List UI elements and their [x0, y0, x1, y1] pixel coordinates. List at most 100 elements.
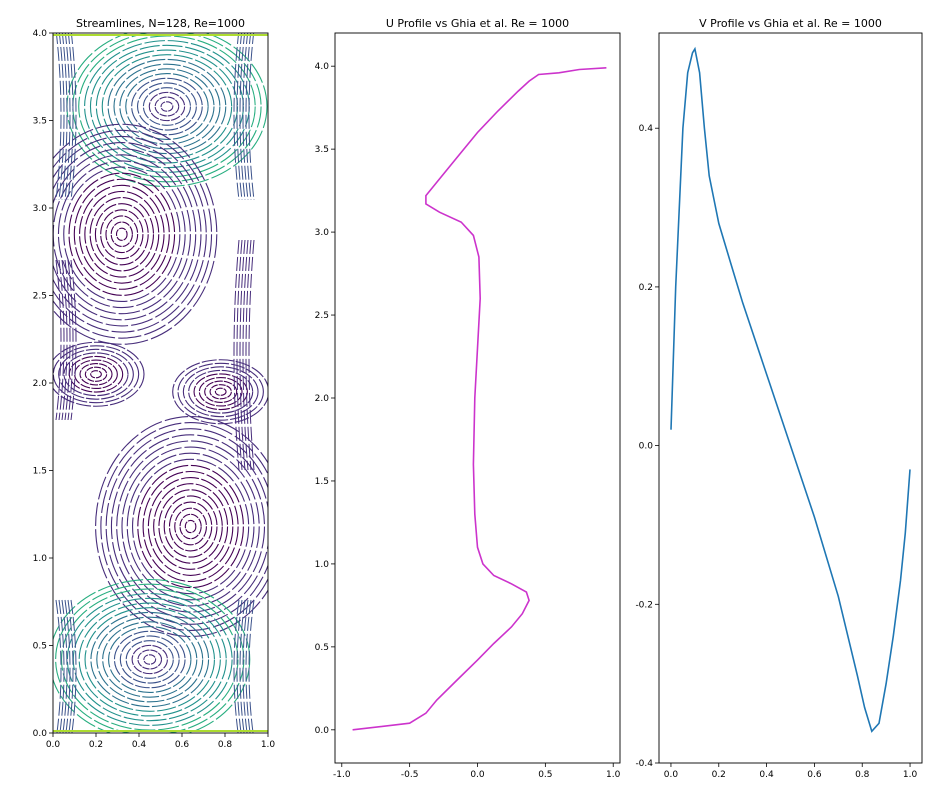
u-profile-line: [352, 67, 607, 731]
streamlines-ytick-label: 2.0: [33, 379, 48, 389]
streamlines-xtick-label: 0.2: [89, 740, 103, 750]
streamline: [204, 380, 238, 403]
streamlines-ytick-label: 0.5: [33, 642, 47, 652]
streamline: [70, 259, 77, 421]
u-profile-ytick-label: 3.0: [315, 228, 330, 238]
u-profile-xtick-label: 0.5: [538, 770, 552, 780]
u-profile-xtick-label: 0.0: [470, 770, 485, 780]
streamline: [131, 458, 250, 595]
streamlines-plot-area: [53, 33, 268, 733]
u-profile-ytick-label: 0.5: [315, 643, 329, 653]
streamline: [64, 599, 71, 733]
streamline: [63, 352, 129, 397]
streamline: [68, 172, 176, 296]
streamline: [53, 129, 213, 339]
streamline: [100, 422, 268, 631]
v-profile-ytick-label: -0.2: [635, 600, 653, 610]
streamline: [74, 359, 118, 390]
streamline: [126, 452, 255, 601]
streamline: [239, 33, 246, 201]
streamline: [70, 33, 77, 201]
streamline: [125, 640, 174, 679]
streamlines-ytick-label: 0.0: [33, 729, 48, 739]
streamline: [168, 501, 213, 552]
streamline: [84, 190, 160, 278]
streamline: [209, 384, 232, 400]
streamline: [53, 345, 140, 404]
streamline: [188, 369, 254, 414]
streamlines-ytick-label: 2.5: [33, 292, 47, 302]
streamline: [153, 483, 229, 570]
streamline: [113, 630, 186, 689]
streamline: [57, 160, 186, 309]
streamline: [61, 259, 68, 421]
v-profile-xtick-label: 0.2: [712, 770, 726, 780]
streamline: [58, 348, 134, 400]
streamline: [239, 599, 246, 733]
streamlines-xtick-label: 0.4: [132, 740, 147, 750]
streamline: [58, 33, 65, 201]
v-profile-xtick-label: 0.6: [807, 770, 822, 780]
u-profile-xtick-label: -0.5: [401, 770, 419, 780]
streamline: [64, 259, 71, 421]
streamline: [73, 178, 170, 290]
streamline: [163, 495, 218, 558]
streamline: [242, 239, 249, 471]
streamlines-xtick-label: 0.0: [46, 740, 61, 750]
v-profile-ytick-label: 0.4: [639, 124, 654, 134]
streamline: [214, 387, 227, 396]
streamline: [158, 489, 223, 564]
streamline: [58, 259, 65, 421]
streamlines-xtick-label: 1.0: [261, 740, 276, 750]
streamline: [90, 611, 210, 708]
streamline: [70, 599, 77, 733]
streamline: [55, 599, 62, 733]
streamline: [58, 599, 65, 733]
streamline: [236, 33, 243, 201]
streamline: [174, 507, 207, 546]
streamline: [137, 649, 163, 670]
streamline: [242, 599, 249, 733]
u-profile-title: U Profile vs Ghia et al. Re = 1000: [386, 17, 569, 30]
v-profile-ytick-label: 0.0: [639, 442, 654, 452]
streamline: [53, 341, 145, 407]
streamline: [64, 33, 71, 201]
v-profile-line: [670, 46, 911, 733]
v-profile-xtick-label: 0.0: [664, 770, 679, 780]
streamline: [63, 166, 181, 303]
streamline: [108, 626, 192, 693]
v-profile-xtick-label: 0.4: [759, 770, 774, 780]
streamlines-ytick-label: 4.0: [33, 29, 48, 39]
u-profile-frame: [334, 32, 621, 764]
streamline: [233, 599, 240, 733]
streamline: [131, 644, 168, 675]
streamline: [142, 470, 239, 583]
streamline: [113, 63, 221, 150]
streamline: [94, 203, 149, 266]
streamline: [53, 148, 197, 321]
u-profile-panel: U Profile vs Ghia et al. Re = 1000 -1.0 -…: [315, 17, 621, 780]
u-profile-ytick-label: 0.0: [315, 726, 330, 736]
streamlines-title: Streamlines, N=128, Re=1000: [76, 17, 245, 30]
u-profile-ytick-label: 1.0: [315, 560, 330, 570]
streamline: [172, 359, 268, 425]
streamline: [78, 602, 221, 717]
v-profile-xtick-label: 0.8: [855, 770, 870, 780]
streamline: [193, 373, 248, 411]
streamline: [248, 599, 255, 733]
streamline: [105, 215, 139, 254]
streamline: [148, 91, 186, 122]
streamline: [242, 33, 249, 201]
streamline: [90, 370, 102, 379]
streamline: [121, 446, 260, 607]
streamline: [102, 621, 198, 698]
streamline: [147, 477, 234, 576]
streamline: [107, 58, 227, 155]
streamline: [137, 464, 244, 589]
streamline: [248, 33, 255, 201]
streamline: [154, 96, 180, 117]
streamline: [53, 142, 202, 327]
streamline: [110, 434, 268, 619]
v-profile-frame: [658, 32, 923, 764]
